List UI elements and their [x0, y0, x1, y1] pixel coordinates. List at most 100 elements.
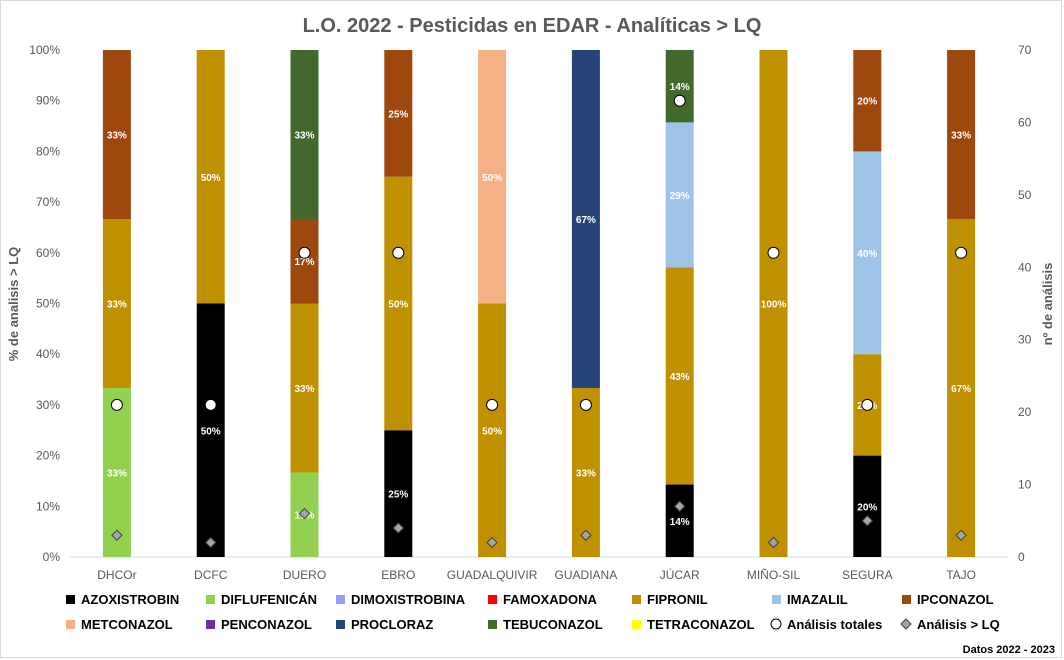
y2-tick-label: 70 [1018, 43, 1032, 57]
y2-tick-label: 40 [1018, 260, 1032, 274]
bar-segment [102, 388, 131, 557]
footer-note: Datos 2022 - 2023 [963, 644, 1055, 656]
marker-analisis-totales [486, 398, 499, 411]
marker-analisis-lq [767, 536, 780, 549]
data-label: 33% [107, 300, 127, 311]
data-label: 33% [294, 130, 314, 141]
legend: AZOXISTROBIN DIFLUFENICÁN DIMOXISTROBINA FA… [66, 592, 1000, 632]
marker-analisis-totales [767, 246, 780, 259]
data-label: 20% [857, 97, 877, 108]
y-tick-label: 100% [29, 43, 60, 57]
marker-analisis-totales [673, 94, 686, 107]
y-tick-label: 50% [36, 297, 60, 311]
marker-analisis-totales [298, 246, 311, 259]
x-tick-label: GUADIANA [555, 568, 618, 582]
data-label: 50% [482, 426, 502, 437]
legend-label: FAMOXADONA [503, 592, 598, 607]
data-label: 50% [388, 300, 408, 311]
y-tick-label: 40% [36, 347, 60, 361]
data-label: 33% [294, 384, 314, 395]
x-tick-label: DUERO [283, 568, 326, 582]
y2-tick-label: 60 [1018, 115, 1032, 129]
x-tick-label: MIÑO-SIL [747, 568, 801, 582]
x-tick-label: EBRO [381, 568, 415, 582]
bar-segment [571, 388, 600, 557]
legend-swatch [336, 595, 345, 604]
legend-swatch [206, 620, 215, 629]
marker-analisis-totales [392, 246, 405, 259]
bar-segment [290, 303, 319, 473]
y-tick-label: 70% [36, 195, 60, 209]
bar-segment [571, 50, 600, 389]
bar-segment [290, 218, 319, 304]
marker-analisis-lq [298, 507, 311, 520]
chart-title: L.O. 2022 - Pesticidas en EDAR - Analíti… [303, 15, 762, 37]
y-tick-label: 10% [36, 499, 60, 513]
marker-analisis-lq [580, 529, 592, 541]
y-tick-label: 30% [36, 398, 60, 412]
bar-segment [665, 49, 694, 123]
bar-segment [665, 484, 694, 557]
bar-segment [665, 122, 694, 268]
bar-segment [196, 303, 225, 557]
bar-segment [665, 267, 694, 485]
legend-label: DIFLUFENICÁN [221, 592, 317, 607]
legend-swatch [488, 620, 497, 629]
data-label: 67% [576, 215, 596, 226]
bar-segment [196, 50, 225, 304]
bar-segment [290, 50, 319, 219]
bar-segment [759, 50, 788, 557]
bar-segment [384, 50, 413, 177]
y2-tick-label: 30 [1018, 333, 1032, 347]
bar-segment [102, 50, 131, 220]
y2-tick-label: 10 [1018, 478, 1032, 492]
legend-swatch [66, 595, 75, 604]
y-tick-label: 60% [36, 246, 60, 260]
y-axis-left: 0% 10% 20% 30% 40% 50% 60% 70% 80% 90% 100% [29, 43, 60, 564]
x-axis-ticks: DHCOr DCFC DUERO EBRO GUADALQUIVIR GUADIANA JÚ… [97, 567, 976, 582]
bar-segment [384, 176, 413, 431]
marker-analisis-lq [204, 536, 217, 549]
marker-analisis-totales [579, 398, 592, 411]
data-label: 25% [388, 109, 408, 120]
legend-label: DIMOXISTROBINA [351, 592, 466, 607]
marker-analisis-lq [392, 522, 405, 534]
legend-swatch [66, 620, 75, 629]
y2-tick-label: 0 [1018, 550, 1025, 564]
bar-segment [102, 219, 131, 389]
bar-segment [947, 218, 976, 557]
data-label: 25% [388, 490, 408, 501]
legend-label: IPCONAZOL [917, 592, 994, 607]
legend-label: FIPRONIL [647, 592, 708, 607]
data-label: 33% [576, 469, 596, 480]
y-tick-label: 90% [36, 94, 60, 108]
data-label: 40% [857, 249, 877, 260]
data-label: 50% [201, 173, 221, 184]
legend-swatch [772, 595, 781, 604]
x-tick-label: JÚCAR [660, 567, 700, 582]
bar-segment [384, 430, 413, 557]
data-label: 50% [482, 173, 502, 184]
bar-segment [853, 151, 882, 355]
bar-segment [947, 50, 976, 219]
legend-label: TEBUCONAZOL [503, 617, 603, 632]
legend-swatch [206, 595, 215, 604]
legend-label: IMAZALIL [787, 592, 848, 607]
legend-swatch [902, 595, 911, 604]
x-tick-label: GUADALQUIVIR [447, 568, 538, 582]
bar-segment [478, 303, 507, 557]
legend-label: PENCONAZOL [221, 617, 312, 632]
y-tick-label: 80% [36, 144, 60, 158]
bars-layer [102, 49, 976, 557]
marker-analisis-totales [955, 246, 968, 259]
data-labels-layer: 33%33%33%50%50%17%33%17%33%25%50%25%50%5… [107, 82, 971, 528]
legend-label: METCONAZOL [81, 617, 173, 632]
marker-analisis-lq [673, 500, 686, 513]
marker-analisis-totales [861, 398, 874, 411]
data-label: 50% [201, 426, 221, 437]
legend-label: TETRACONAZOL [647, 617, 755, 632]
data-label: 33% [107, 131, 127, 142]
data-label: 33% [951, 130, 971, 141]
